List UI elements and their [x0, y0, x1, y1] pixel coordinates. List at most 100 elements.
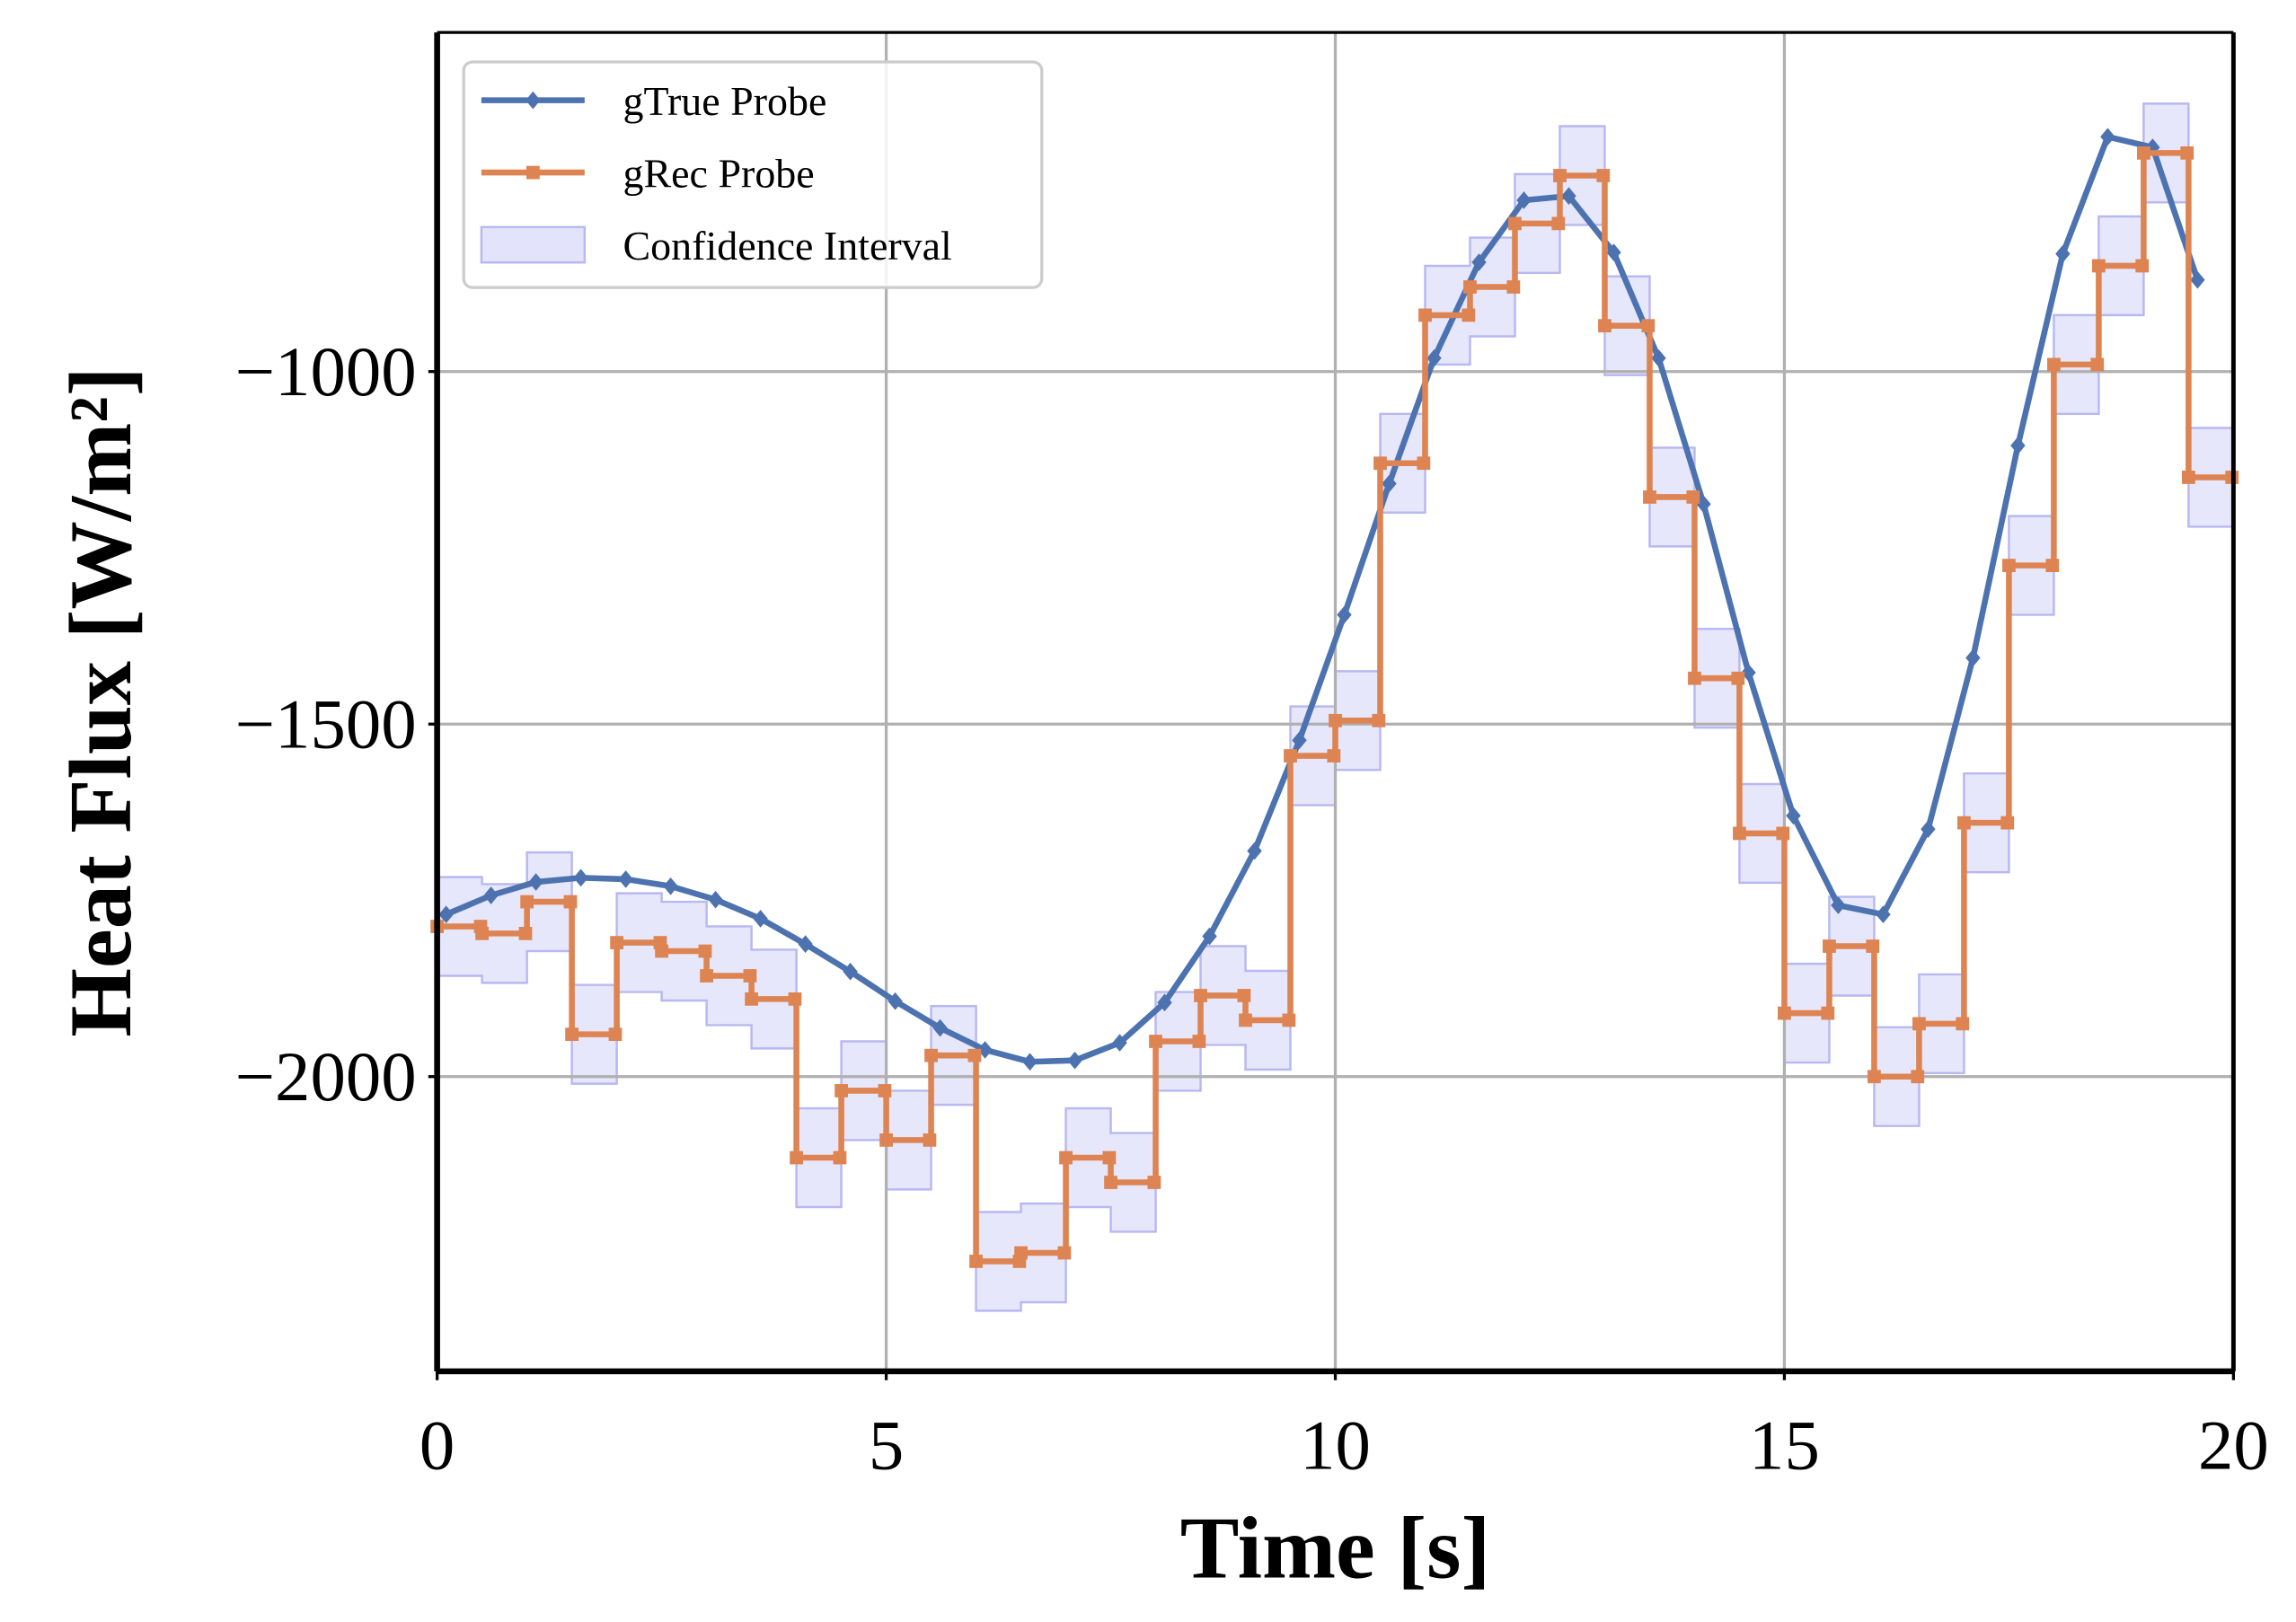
- marker: [1237, 989, 1251, 1002]
- marker: [1282, 1013, 1296, 1027]
- marker: [1561, 187, 1576, 206]
- marker: [1461, 308, 1476, 322]
- marker: [525, 165, 540, 180]
- marker: [1104, 1176, 1117, 1189]
- marker: [565, 1027, 579, 1042]
- marker: [1686, 490, 1700, 504]
- legend: gTrue Probe gRec Probe Confidence Interval: [462, 60, 1044, 289]
- marker: [610, 936, 624, 949]
- marker: [2002, 559, 2016, 572]
- marker: [790, 1150, 803, 1165]
- marker: [1821, 1006, 1835, 1020]
- marker: [1868, 1070, 1881, 1084]
- legend-label: gRec Probe: [623, 151, 815, 197]
- marker: [1516, 191, 1532, 209]
- marker: [475, 926, 490, 940]
- marker: [1372, 713, 1386, 727]
- marker: [753, 910, 768, 928]
- marker: [2047, 357, 2061, 372]
- marker: [708, 890, 723, 909]
- marker: [1202, 927, 1217, 946]
- marker: [1192, 1035, 1206, 1048]
- marker: [518, 926, 533, 940]
- marker: [573, 868, 588, 887]
- marker: [1688, 671, 1701, 685]
- marker: [1596, 169, 1611, 182]
- marker: [1329, 713, 1342, 727]
- marker: [1022, 1053, 1038, 1071]
- marker: [835, 1084, 848, 1097]
- marker: [2135, 259, 2150, 273]
- x-tick-label: 5: [869, 1406, 904, 1485]
- marker: [1508, 216, 1522, 231]
- marker: [1239, 1013, 1252, 1027]
- legend-box: [462, 60, 1044, 289]
- marker: [1741, 664, 1756, 682]
- marker: [1417, 456, 1431, 471]
- marker: [438, 905, 454, 924]
- marker: [608, 1027, 623, 1042]
- marker: [1776, 826, 1790, 841]
- x-axis-label: Time [s]: [1180, 1500, 1491, 1598]
- marker: [1327, 749, 1341, 763]
- x-tick-label: 0: [419, 1406, 455, 1485]
- marker: [1059, 1150, 1073, 1165]
- marker: [743, 969, 757, 983]
- marker: [1831, 896, 1846, 914]
- marker: [1149, 1035, 1162, 1048]
- marker: [525, 91, 541, 110]
- marker: [1823, 939, 1836, 953]
- marker: [2010, 436, 2026, 454]
- marker: [2180, 145, 2194, 160]
- legend-label: Confidence Interval: [623, 223, 952, 269]
- marker: [700, 969, 713, 983]
- marker: [1418, 308, 1432, 322]
- marker: [2137, 145, 2150, 160]
- axis-layer: 0 5 10 15 20 −2000 −1500 −1000: [235, 31, 2269, 1485]
- marker: [1778, 1006, 1791, 1020]
- marker: [1733, 826, 1746, 841]
- marker: [1912, 1017, 1926, 1031]
- marker: [2045, 559, 2060, 572]
- marker: [887, 992, 903, 1010]
- y-axis-label: Heat Flux [W/m²]: [52, 366, 150, 1036]
- marker: [655, 944, 668, 958]
- marker: [1102, 1150, 1117, 1165]
- marker: [969, 1255, 983, 1268]
- marker: [528, 873, 543, 891]
- marker: [843, 962, 858, 981]
- marker: [1373, 456, 1387, 471]
- marker: [563, 895, 578, 909]
- marker: [1551, 216, 1566, 231]
- marker: [1641, 319, 1656, 333]
- marker: [1866, 939, 1880, 953]
- x-tick-label: 15: [1749, 1406, 1820, 1485]
- marker: [2055, 244, 2071, 263]
- marker: [698, 944, 712, 958]
- marker: [1956, 1017, 1970, 1031]
- marker: [1284, 749, 1297, 763]
- marker: [2181, 471, 2195, 484]
- marker: [2092, 259, 2106, 273]
- x-tick-label: 20: [2198, 1406, 2269, 1485]
- y-tick-label: −2000: [235, 1038, 417, 1116]
- marker: [1965, 648, 1981, 667]
- marker: [2090, 357, 2105, 372]
- marker: [1014, 1246, 1028, 1260]
- marker: [1057, 1246, 1072, 1260]
- marker: [1876, 905, 1891, 924]
- marker: [1463, 280, 1477, 294]
- marker: [1696, 495, 1711, 514]
- marker: [618, 870, 633, 888]
- marker: [1147, 1176, 1161, 1189]
- legend-swatch: [480, 225, 587, 264]
- marker: [1067, 1051, 1082, 1070]
- marker: [924, 1048, 938, 1062]
- marker: [2100, 128, 2115, 146]
- series-line: [445, 134, 2201, 1065]
- marker: [1553, 169, 1567, 182]
- data-layer: [430, 128, 2239, 1268]
- marker: [878, 1084, 892, 1097]
- marker: [1426, 348, 1442, 367]
